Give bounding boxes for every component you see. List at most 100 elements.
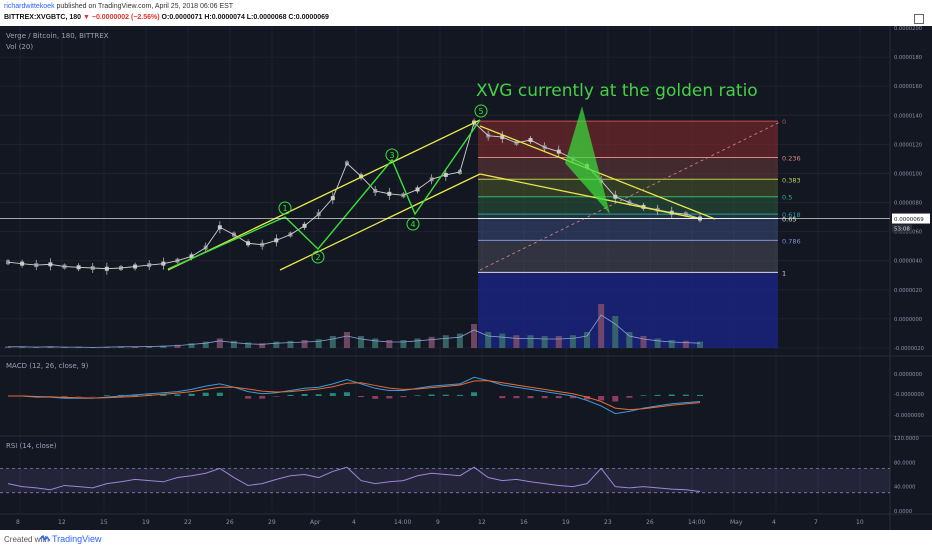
macd-histogram-bar (668, 394, 675, 396)
price-tick-label: 0.0000140 (894, 113, 922, 119)
grid (0, 26, 932, 530)
time-tick-label: 19 (142, 519, 150, 526)
wave-label: 4 (411, 220, 416, 229)
drawings (167, 106, 781, 271)
price-tick-label: 0.0000020 (894, 288, 922, 294)
time-tick-label: 12 (58, 519, 66, 526)
time-tick-label: 12 (478, 519, 486, 526)
wave-label-circle (385, 148, 399, 162)
fib-zone (478, 218, 778, 241)
wave-label: 2 (316, 253, 321, 262)
fib-level-label: 0.618 (782, 211, 801, 219)
rsi-band (0, 468, 890, 493)
macd-histogram-bar (174, 394, 181, 396)
time-tick-label: 23 (604, 519, 612, 526)
elliott-wave-path (167, 119, 481, 270)
time-tick-label: 29 (268, 519, 276, 526)
time-tick-label: 19 (562, 519, 570, 526)
published-text: published on TradingView.com, April 25, … (56, 3, 234, 10)
price-tick-label: 0.0000160 (894, 84, 922, 90)
volume-bar (315, 339, 322, 348)
volume-bar (202, 341, 209, 348)
macd-histogram-bar (216, 392, 223, 396)
macd-histogram-bar (301, 394, 308, 396)
price-tick-label: 0.0000000 (894, 317, 922, 323)
volume-bar (273, 341, 280, 348)
volume-bar (555, 336, 562, 348)
volume-bar (329, 336, 336, 348)
macd-histogram-bar (386, 396, 393, 399)
fib-zone (478, 157, 778, 180)
volume-bar (598, 304, 605, 348)
volume-label: Vol (20) (6, 43, 34, 51)
rsi-line (7, 466, 701, 493)
macd-histogram-bar (456, 394, 463, 396)
time-tick-label: 16 (520, 519, 528, 526)
macd-tick-label: -0.0000000 (894, 413, 924, 419)
current-price-label: 0.0000069 (894, 217, 924, 223)
fib-zone (478, 179, 778, 197)
macd-tick-label: 0.0000000 (894, 372, 922, 378)
volume-bar (414, 338, 421, 348)
current-price-box (892, 213, 930, 224)
macd-histogram-bar (117, 394, 124, 396)
footer: Created with TradingView (0, 530, 932, 550)
macd-histogram-bar (103, 395, 110, 396)
volume-bar (230, 340, 237, 348)
author-link[interactable]: richardwittekoek (4, 3, 55, 10)
volume-bar (471, 324, 478, 348)
price-tick-label: 0.0000180 (894, 55, 922, 61)
volume-bar (343, 332, 350, 348)
macd-histogram-bar (188, 393, 195, 396)
current-price-marker: 0.0000069 53:08 (0, 213, 930, 233)
time-tick-label: 4 (352, 519, 356, 526)
symbol-name: BITTREX:XVGBTC, 180 (4, 14, 82, 21)
time-tick-label: 7 (814, 519, 818, 526)
tradingview-logo-icon (40, 535, 50, 542)
macd-histogram-bar (372, 396, 379, 399)
wave-label: 5 (479, 107, 484, 116)
time-tick-label: Apr (310, 519, 321, 526)
fullscreen-icon[interactable] (914, 14, 924, 24)
volume-bar (456, 333, 463, 348)
volume-ma-line (8, 314, 701, 348)
volume-bar (301, 340, 308, 348)
rsi-tick-label: 40.0000 (894, 485, 915, 491)
time-tick-label: May (730, 519, 743, 526)
fib-level-label: 0.383 (782, 176, 801, 184)
macd-histogram-bar (160, 394, 167, 396)
tradingview-brand[interactable]: TradingView (52, 534, 102, 544)
macd-histogram-bar (202, 392, 209, 396)
macd-histogram-bar (697, 394, 703, 396)
price-tick-label: -0.0000020 (894, 346, 924, 352)
channel-upper-line (279, 173, 481, 271)
volume-bar (358, 336, 365, 348)
wave-label-circle (474, 104, 488, 118)
volume-bar (499, 333, 506, 348)
volume-bar (668, 340, 675, 348)
macd-histogram-bar (471, 392, 478, 396)
signal-line (8, 380, 701, 411)
volume-bar (428, 336, 435, 348)
volume-bars (5, 304, 703, 348)
volume-bar (569, 335, 576, 348)
wave-labels: 1 2 3 4 5 (278, 104, 488, 264)
volume-bar (612, 316, 619, 348)
rsi-tick-label: 80.0000 (894, 460, 915, 466)
macd-histogram-bar (527, 396, 534, 399)
time-tick-label: 8 (16, 519, 20, 526)
volume-bar (188, 343, 195, 348)
volume-bar (5, 346, 11, 348)
macd-histogram-bar (343, 392, 350, 396)
macd-histogram-bar (626, 396, 633, 398)
chart-header: richardwittekoek published on TradingVie… (0, 0, 932, 26)
rsi-tick-label: 120.0000 (894, 436, 919, 442)
macd-line (8, 376, 701, 415)
macd-histogram-bar (612, 396, 619, 402)
wave-label-circle (278, 201, 292, 215)
wave-label-circle (311, 250, 325, 264)
volume-bar (442, 335, 449, 348)
countdown-box (892, 224, 912, 233)
